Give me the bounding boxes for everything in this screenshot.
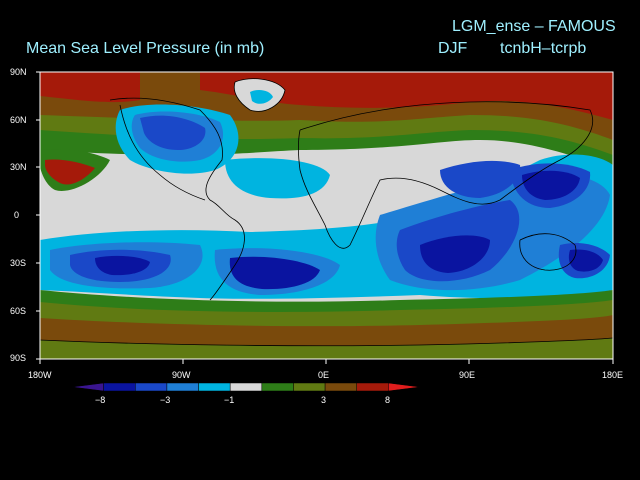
colorbar-swatch xyxy=(261,382,294,392)
experiment-label: tcnbH–tcrpb xyxy=(500,40,587,57)
coastlines xyxy=(40,78,613,347)
colorbar-swatch xyxy=(135,382,168,392)
lat-label-90n: 90N xyxy=(10,67,27,77)
colorbar-label-minus1: −1 xyxy=(224,395,235,405)
lon-label-0e: 0E xyxy=(318,370,330,380)
colorbar-label-minus8: −8 xyxy=(95,395,106,405)
lon-label-180e: 180E xyxy=(602,370,624,380)
lat-label-30n: 30N xyxy=(10,162,27,172)
lat-label-90s: 90S xyxy=(10,353,27,363)
colorbar-swatch xyxy=(71,382,104,392)
lon-label-90e: 90E xyxy=(459,370,476,380)
lat-label-30s: 30S xyxy=(10,258,27,268)
colorbar-swatch xyxy=(166,382,199,392)
colorbar-swatch xyxy=(324,382,357,392)
colorbar-swatch xyxy=(356,382,389,392)
lon-ticks xyxy=(39,359,614,364)
colorbar xyxy=(71,382,421,392)
colorbar-swatch xyxy=(229,382,263,392)
map-title: Mean Sea Level Pressure (in mb) xyxy=(26,40,265,57)
lon-label-90w: 90W xyxy=(172,370,191,380)
model-title: LGM_ense – FAMOUS xyxy=(452,18,616,35)
colorbar-label-8: 8 xyxy=(385,395,391,405)
colorbar-swatch xyxy=(293,382,326,392)
colorbar-label-minus3: −3 xyxy=(160,395,171,405)
lat-label-eq: 0 xyxy=(14,210,20,220)
colorbar-swatch xyxy=(388,382,421,392)
colorbar-label-3: 3 xyxy=(321,395,327,405)
lat-label-60s: 60S xyxy=(10,306,27,316)
contour-field xyxy=(40,72,613,359)
lat-label-60n: 60N xyxy=(10,115,27,125)
lon-label-180w: 180W xyxy=(28,370,52,380)
colorbar-swatch xyxy=(103,382,136,392)
lat-ticks xyxy=(36,71,40,360)
colorbar-swatch xyxy=(198,382,231,392)
season-label: DJF xyxy=(438,40,468,57)
